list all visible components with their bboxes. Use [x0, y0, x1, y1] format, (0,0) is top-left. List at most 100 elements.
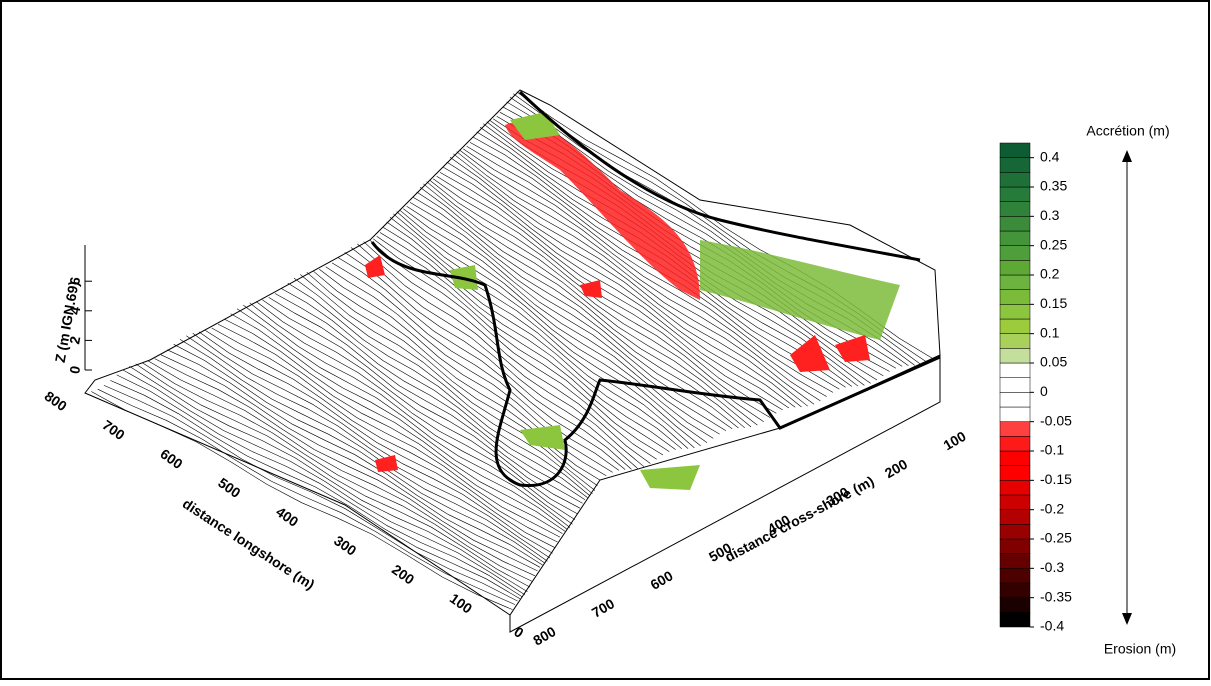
colorbar-tick-label: -0.3 — [1040, 559, 1064, 575]
surface-line — [389, 217, 695, 449]
colorbar-box — [999, 406, 1031, 422]
surface-line — [463, 148, 834, 393]
surface-line — [426, 181, 764, 422]
surface-line — [274, 293, 586, 501]
z-tick-label: 4 — [66, 305, 83, 316]
colorbar-box — [999, 260, 1031, 276]
colorbar-box — [999, 480, 1031, 496]
colorbar-box — [999, 436, 1031, 452]
colorbar-tick-label: -0.4 — [1040, 618, 1064, 634]
colorbar-box — [999, 318, 1031, 334]
surface-line — [449, 156, 808, 407]
surface-line — [459, 150, 827, 397]
colorbar-box — [999, 289, 1031, 305]
colorbar-box — [999, 333, 1031, 349]
colorbar-box — [999, 392, 1031, 408]
surface-line — [416, 191, 745, 429]
surface-line — [281, 288, 588, 498]
z-tick-label: 0 — [66, 364, 83, 375]
surface-line — [211, 327, 561, 538]
colorbar-tick-label: 0.3 — [1040, 207, 1060, 223]
colorbar-tick-label: 0.25 — [1040, 236, 1067, 252]
colorbar-box — [999, 304, 1031, 320]
surface-line — [167, 349, 543, 566]
colorbar-box — [999, 421, 1031, 437]
colorbar-tick-label: -0.2 — [1040, 500, 1064, 516]
surface-line — [369, 240, 657, 460]
surface-line — [403, 208, 720, 435]
colorbar-tick-label: -0.15 — [1040, 471, 1072, 487]
surface-line — [129, 366, 528, 592]
colorbar-tick-label: -0.35 — [1040, 588, 1072, 604]
surface-line — [236, 308, 571, 528]
colorbar-box — [999, 524, 1031, 540]
colorbar-tick-label: 0.15 — [1040, 295, 1067, 311]
colorbar-box — [999, 201, 1031, 217]
colorbar-tick-label: 0.2 — [1040, 266, 1060, 282]
surface-line — [363, 241, 651, 464]
surface-line — [446, 161, 802, 408]
colorbar-box — [999, 450, 1031, 466]
surface-line — [224, 318, 566, 532]
colorbar-box — [999, 597, 1031, 613]
surface-line — [338, 257, 626, 470]
surface-line — [205, 330, 558, 543]
surface-line — [383, 227, 683, 450]
colorbar-tick-label: 0.4 — [1040, 148, 1060, 164]
contour-line — [370, 241, 941, 487]
colorbar-box — [999, 509, 1031, 525]
colorbar-tick-label: -0.1 — [1040, 442, 1064, 458]
surface-line — [217, 323, 563, 534]
surface-line — [436, 176, 783, 411]
surface-line — [160, 354, 541, 568]
colorbar-box — [999, 172, 1031, 188]
surface-line — [116, 374, 523, 598]
contour-line — [518, 90, 921, 262]
arrow-head — [1122, 613, 1132, 625]
colorbar-tick-label: 0 — [1040, 383, 1048, 399]
surface-line — [268, 297, 583, 504]
colorbar-box — [999, 377, 1031, 393]
surface-line — [453, 153, 815, 405]
colorbar-box — [999, 582, 1031, 598]
surface-line — [344, 252, 632, 470]
surface-line — [135, 363, 531, 588]
surface-line — [306, 271, 598, 487]
surface-line — [443, 167, 796, 408]
surface-line — [192, 333, 553, 554]
surface-line — [379, 232, 676, 450]
surface-line — [393, 213, 701, 447]
surface — [84, 89, 941, 633]
z-tick-label: 6 — [66, 276, 83, 287]
colorbar-box — [999, 142, 1031, 158]
surface-line — [456, 151, 821, 402]
erosion-zone — [505, 121, 700, 300]
colorbar-tick-label: 0.05 — [1040, 354, 1067, 370]
surface-line — [97, 388, 516, 605]
colorbar-box — [999, 568, 1031, 584]
colorbar-box — [999, 216, 1031, 232]
colorbar-box — [999, 230, 1031, 246]
surface-line — [154, 358, 538, 572]
colorbar-tick-label: -0.25 — [1040, 530, 1072, 546]
surface-line — [103, 385, 518, 602]
surface-line — [262, 299, 581, 509]
surface-line — [300, 274, 596, 491]
surface-line — [409, 202, 733, 430]
colorbar-box — [999, 465, 1031, 481]
surface-line — [141, 362, 533, 582]
surface-line — [331, 262, 620, 471]
surface-lines — [91, 91, 934, 610]
colorbar-tick-label: 0.35 — [1040, 178, 1067, 194]
surface-line — [255, 301, 578, 515]
colorbar-box — [999, 274, 1031, 290]
surface-line — [122, 369, 526, 596]
colorbar-box — [999, 186, 1031, 202]
surface-line — [429, 180, 771, 418]
accretion-zone — [700, 240, 900, 340]
colorbar-box — [999, 494, 1031, 510]
colorbar-box — [999, 157, 1031, 173]
colorbar-box — [999, 612, 1031, 628]
surface-line — [386, 221, 689, 449]
surface-line — [376, 236, 670, 452]
